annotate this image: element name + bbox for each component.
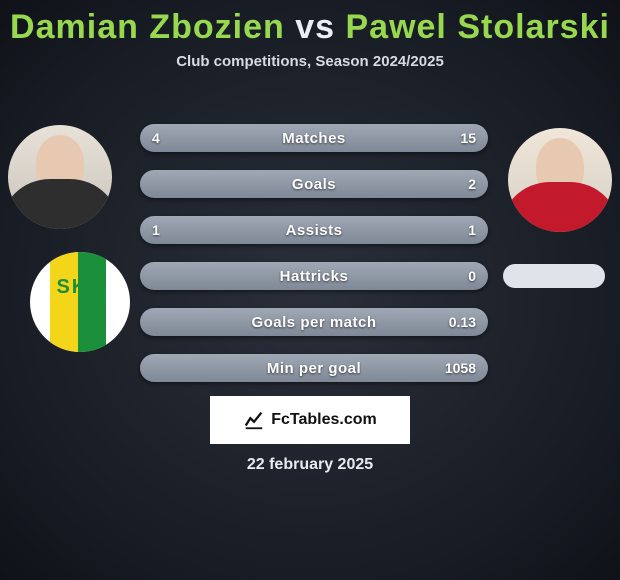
club-logo-stripe <box>78 252 106 352</box>
stat-row-min-per-goal: Min per goal 1058 <box>140 354 488 382</box>
vs-label: vs <box>295 8 335 46</box>
stat-bars: 4 Matches 15 Goals 2 1 Assists 1 Hattric… <box>140 124 488 400</box>
player-left-name: Damian Zbozien <box>10 8 285 46</box>
stat-row-goals: Goals 2 <box>140 170 488 198</box>
brand-chart-icon <box>243 409 265 431</box>
brand-badge: FcTables.com <box>210 396 410 444</box>
club-left-logo: SKS <box>30 252 130 352</box>
stat-row-goals-per-match: Goals per match 0.13 <box>140 308 488 336</box>
date-label: 22 february 2025 <box>0 456 620 474</box>
stat-label: Matches <box>140 124 488 152</box>
stat-right-value: 1 <box>468 216 476 244</box>
comparison-card: Damian Zbozien vs Pawel Stolarski Club c… <box>0 0 620 580</box>
player-right-name: Pawel Stolarski <box>345 8 609 46</box>
stat-label: Goals per match <box>140 308 488 336</box>
club-logo-stripe <box>50 252 78 352</box>
stat-label: Hattricks <box>140 262 488 290</box>
stat-label: Goals <box>140 170 488 198</box>
brand-text: FcTables.com <box>271 411 377 429</box>
stat-right-value: 0 <box>468 262 476 290</box>
stat-row-assists: 1 Assists 1 <box>140 216 488 244</box>
stat-row-matches: 4 Matches 15 <box>140 124 488 152</box>
club-left-code: SKS <box>30 276 130 299</box>
page-title: Damian Zbozien vs Pawel Stolarski <box>0 8 620 47</box>
club-right-logo <box>503 264 605 288</box>
stat-row-hattricks: Hattricks 0 <box>140 262 488 290</box>
stat-label: Assists <box>140 216 488 244</box>
stat-right-value: 0.13 <box>449 308 476 336</box>
stat-right-value: 15 <box>460 124 476 152</box>
stat-label: Min per goal <box>140 354 488 382</box>
player-right-avatar <box>508 128 612 232</box>
subtitle: Club competitions, Season 2024/2025 <box>0 53 620 70</box>
stat-right-value: 1058 <box>445 354 476 382</box>
stat-right-value: 2 <box>468 170 476 198</box>
player-left-avatar <box>8 125 112 229</box>
